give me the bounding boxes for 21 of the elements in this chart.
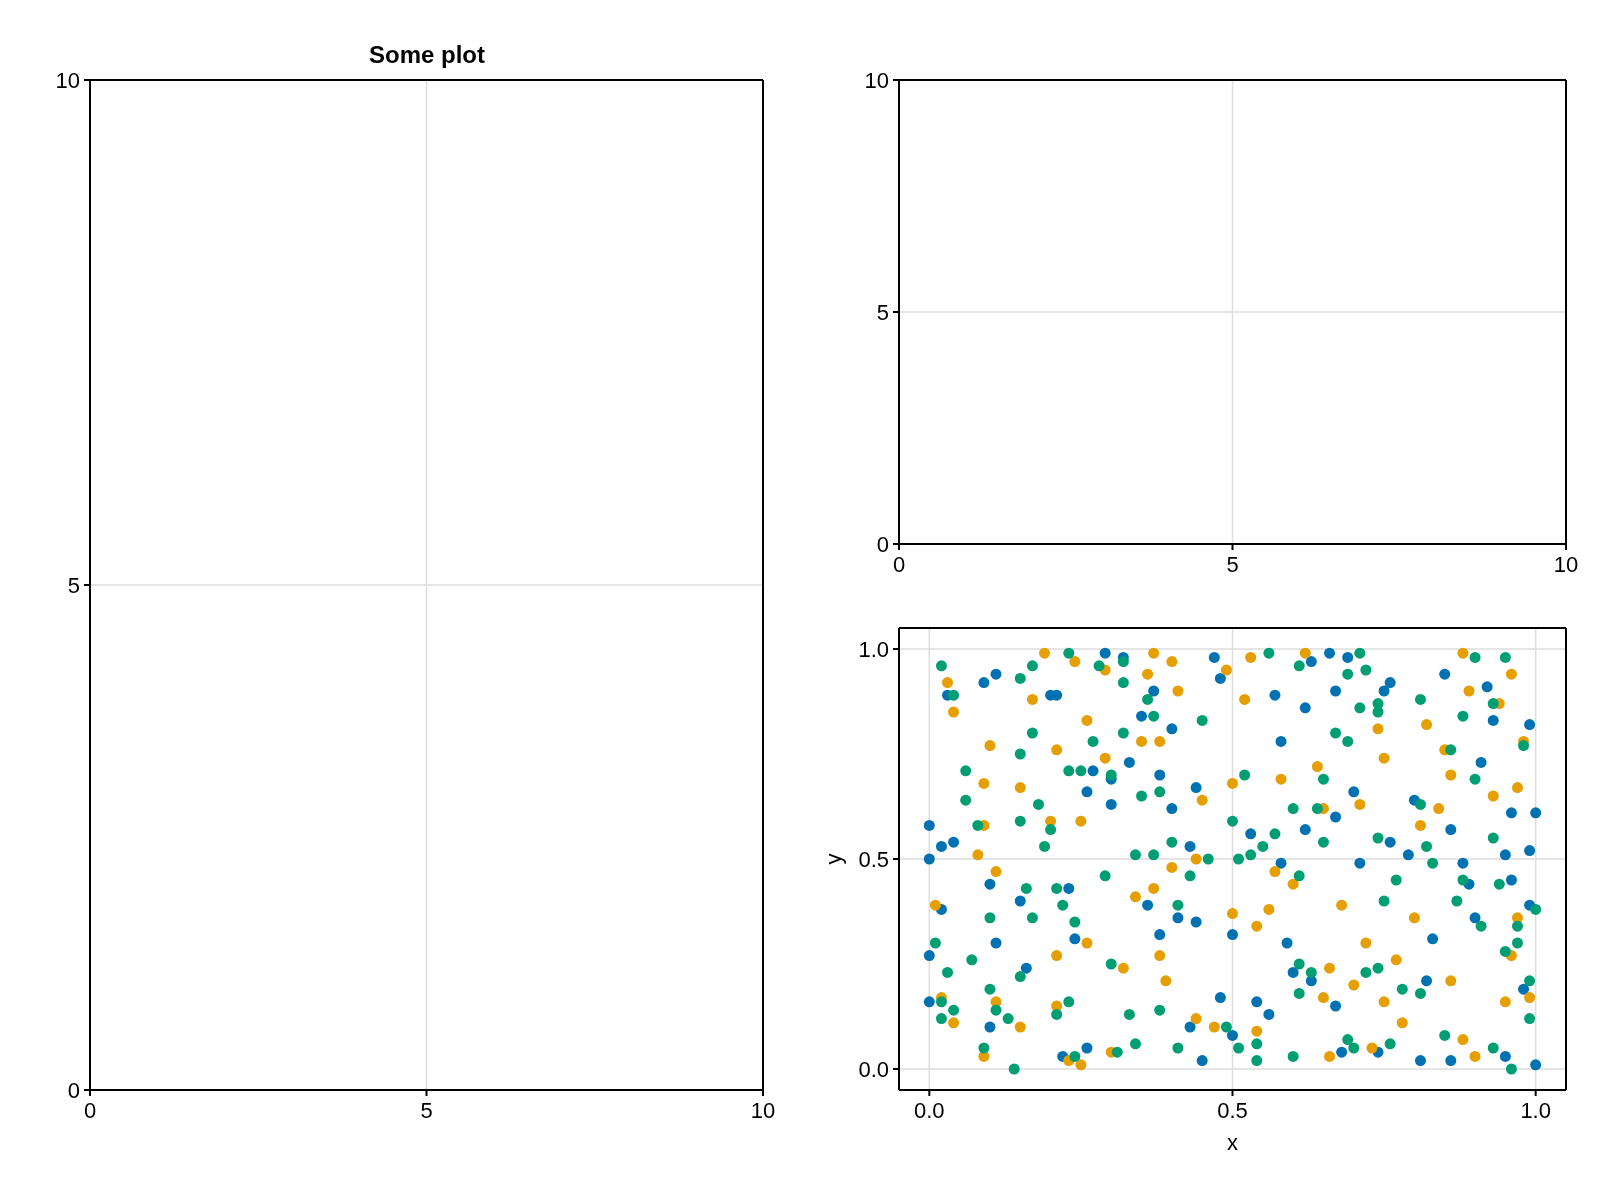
y-tick-label: 5 [876,299,889,325]
y-tick-label: 0 [67,1077,80,1103]
y-tick-label: 0 [876,531,889,557]
y-tick-label: 10 [864,67,889,93]
y-tick-label: 0.0 [858,1056,889,1082]
x-tick-label: 5 [420,1097,433,1123]
x-tick-label: 10 [1553,551,1579,577]
x-tick-label: 10 [750,1097,776,1123]
x-tick-label: 1.0 [1520,1097,1551,1123]
x-tick-label: 0 [892,551,906,577]
x-tick-label: 5 [1226,551,1239,577]
y-tick-label: 10 [55,67,80,93]
y-axis-title: y [820,853,846,865]
x-axis-title: x [1227,1130,1238,1155]
x-tick-label: 0.0 [914,1097,945,1123]
y-tick-label: 1.0 [858,636,889,662]
x-tick-label: 0.5 [1217,1097,1248,1123]
y-tick-label: 0.5 [858,846,889,872]
chart-title: Some plot [368,41,486,69]
x-tick-label: 0 [83,1097,97,1123]
y-tick-label: 5 [67,572,80,598]
